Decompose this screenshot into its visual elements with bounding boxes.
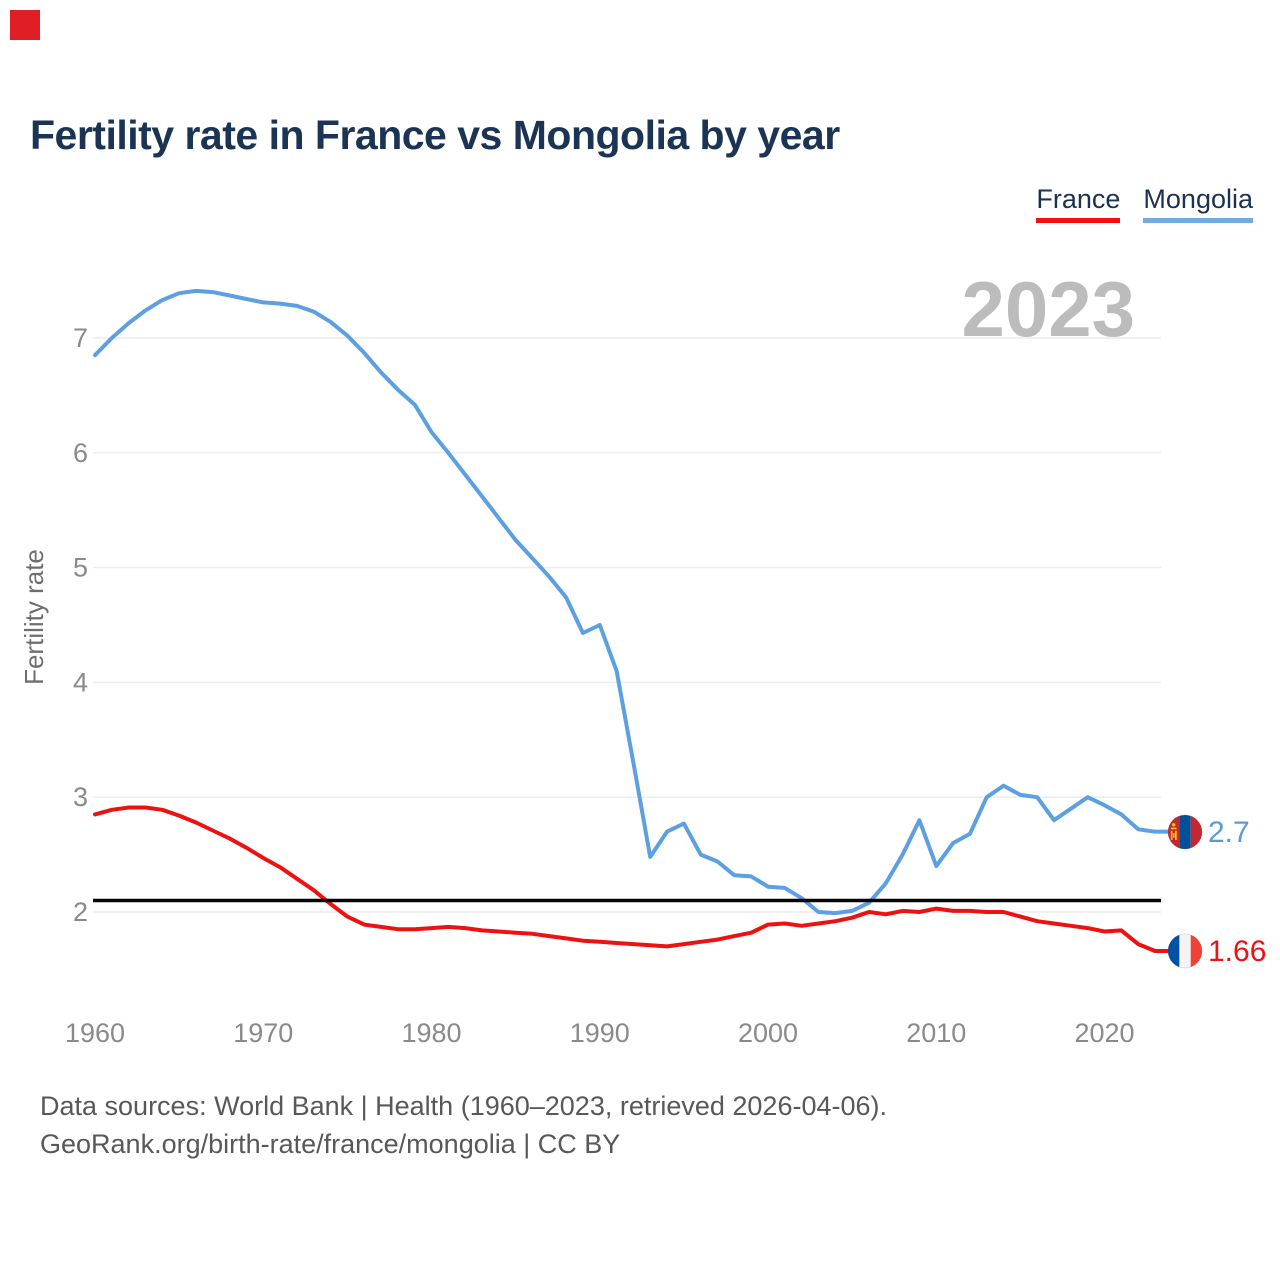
source-line-2: GeoRank.org/birth-rate/france/mongolia |… xyxy=(40,1129,621,1159)
y-tick-label: 7 xyxy=(73,323,88,353)
x-tick-label: 1990 xyxy=(570,1018,630,1048)
y-tick-label: 2 xyxy=(73,897,88,927)
y-tick-label: 3 xyxy=(73,782,88,812)
legend-label-mongolia: Mongolia xyxy=(1143,184,1253,214)
x-axis-ticks: 1960 1970 1980 1990 2000 2010 2020 xyxy=(65,1018,1135,1048)
red-corner-marker xyxy=(10,10,40,40)
series-line-mongolia xyxy=(93,288,1169,916)
x-tick-label: 2000 xyxy=(738,1018,798,1048)
series-lines xyxy=(93,288,1169,953)
y-axis-title: Fertility rate xyxy=(19,549,49,685)
legend: France Mongolia xyxy=(1036,184,1253,223)
series-line-france xyxy=(93,805,1169,953)
data-source-note: Data sources: World Bank | Health (1960–… xyxy=(40,1087,887,1163)
france-flag-ring xyxy=(1167,933,1203,969)
mongolia-flag-icon xyxy=(1168,815,1202,849)
france-flag-icon xyxy=(1168,934,1202,968)
legend-underline-mongolia xyxy=(1143,218,1253,223)
x-tick-label: 1980 xyxy=(401,1018,461,1048)
legend-underline-france xyxy=(1036,218,1121,223)
legend-item-france[interactable]: France xyxy=(1036,184,1121,223)
x-tick-label: 2020 xyxy=(1074,1018,1134,1048)
y-axis-ticks: 7 6 5 4 3 2 xyxy=(73,323,88,927)
source-line-1: Data sources: World Bank | Health (1960–… xyxy=(40,1091,887,1121)
x-tick-label: 1960 xyxy=(65,1018,125,1048)
page-title: Fertility rate in France vs Mongolia by … xyxy=(30,112,840,158)
mongolia-flag-ring xyxy=(1167,814,1203,850)
france-end-value: 1.66 xyxy=(1208,935,1266,968)
year-watermark: 2023 xyxy=(961,265,1135,353)
mongolia-end-value: 2.7 xyxy=(1208,816,1250,849)
legend-item-mongolia[interactable]: Mongolia xyxy=(1143,184,1253,223)
x-tick-label: 1970 xyxy=(233,1018,293,1048)
y-tick-label: 4 xyxy=(73,667,88,697)
x-tick-label: 2010 xyxy=(906,1018,966,1048)
y-tick-label: 5 xyxy=(73,553,88,583)
legend-label-france: France xyxy=(1036,184,1121,214)
gridlines xyxy=(93,337,1161,913)
y-tick-label: 6 xyxy=(73,438,88,468)
